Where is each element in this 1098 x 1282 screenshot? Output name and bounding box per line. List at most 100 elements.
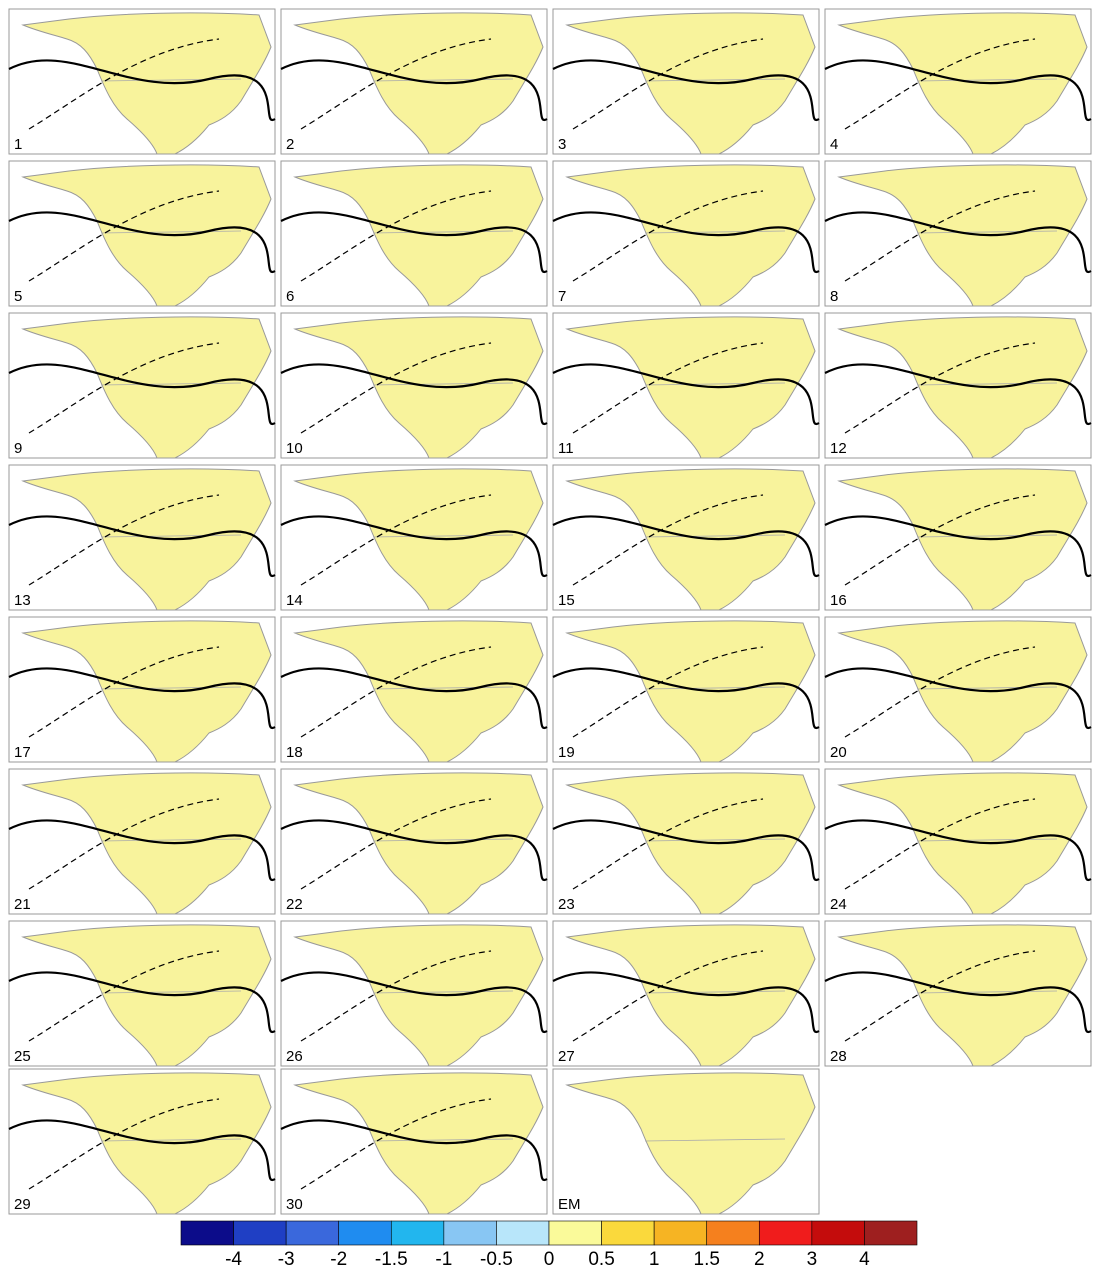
map-panel: 23 bbox=[552, 768, 820, 915]
contour-solid bbox=[824, 819, 1092, 882]
panel-label: 28 bbox=[830, 1048, 847, 1065]
colorbar-box bbox=[864, 1220, 918, 1246]
contour-dashed bbox=[572, 342, 764, 434]
panel-label: 29 bbox=[14, 1196, 31, 1213]
border-line bbox=[644, 990, 786, 994]
contour-dashed bbox=[28, 494, 220, 586]
map-panel: 19 bbox=[552, 616, 820, 763]
contour-dashed bbox=[844, 798, 1036, 890]
panel-label: 9 bbox=[14, 440, 22, 457]
map-panel: 17 bbox=[8, 616, 276, 763]
colorbar-box bbox=[233, 1220, 287, 1246]
border-line bbox=[372, 1138, 514, 1142]
map-panel: 21 bbox=[8, 768, 276, 915]
colorbar-tick-label: 3 bbox=[807, 1249, 818, 1270]
map-panel: 8 bbox=[824, 160, 1092, 307]
landmass bbox=[837, 12, 1088, 155]
border-line bbox=[100, 534, 242, 538]
contour-dashed bbox=[572, 38, 764, 130]
panel-label: 23 bbox=[558, 896, 575, 913]
colorbar-tick-label: -0.5 bbox=[480, 1249, 513, 1270]
contour-dashed bbox=[28, 190, 220, 282]
contour-solid bbox=[280, 667, 548, 730]
border-line bbox=[100, 230, 242, 234]
colorbar-box bbox=[443, 1220, 497, 1246]
contour-dashed bbox=[572, 950, 764, 1042]
contour-solid bbox=[552, 667, 820, 730]
border-line bbox=[644, 838, 786, 842]
contour-solid bbox=[280, 211, 548, 274]
colorbar-box bbox=[601, 1220, 655, 1246]
landmass bbox=[837, 468, 1088, 611]
contour-solid bbox=[8, 515, 276, 578]
contour-solid bbox=[8, 819, 276, 882]
map-panel: 6 bbox=[280, 160, 548, 307]
border-line bbox=[916, 78, 1058, 82]
border-line bbox=[644, 1138, 786, 1142]
panel-label: EM bbox=[558, 1196, 581, 1213]
panel-label: 14 bbox=[286, 592, 303, 609]
map-panel: 5 bbox=[8, 160, 276, 307]
contour-solid bbox=[280, 515, 548, 578]
contour-solid bbox=[280, 819, 548, 882]
panel-label: 20 bbox=[830, 744, 847, 761]
contour-solid bbox=[552, 363, 820, 426]
contour-dashed bbox=[572, 798, 764, 890]
landmass bbox=[293, 12, 544, 155]
map-panel: 18 bbox=[280, 616, 548, 763]
contour-solid bbox=[8, 667, 276, 730]
map-panel: 4 bbox=[824, 8, 1092, 155]
landmass bbox=[565, 924, 816, 1067]
landmass bbox=[21, 620, 272, 763]
contour-solid bbox=[552, 819, 820, 882]
contour-dashed bbox=[28, 1098, 220, 1190]
panel-label: 13 bbox=[14, 592, 31, 609]
landmass bbox=[293, 924, 544, 1067]
border-line bbox=[372, 838, 514, 842]
colorbar-tick-label: -1 bbox=[435, 1249, 452, 1270]
map-panel: 13 bbox=[8, 464, 276, 611]
landmass bbox=[565, 12, 816, 155]
contour-dashed bbox=[300, 798, 492, 890]
panel-label: 24 bbox=[830, 896, 847, 913]
contour-solid bbox=[8, 971, 276, 1034]
border-line bbox=[100, 78, 242, 82]
contour-dashed bbox=[572, 190, 764, 282]
landmass bbox=[21, 924, 272, 1067]
map-panel: 27 bbox=[552, 920, 820, 1067]
border-line bbox=[916, 534, 1058, 538]
panel-label: 6 bbox=[286, 288, 294, 305]
map-panel: 14 bbox=[280, 464, 548, 611]
landmass bbox=[293, 620, 544, 763]
panel-label: 22 bbox=[286, 896, 303, 913]
contour-dashed bbox=[844, 190, 1036, 282]
panel-label: 7 bbox=[558, 288, 566, 305]
contour-solid bbox=[552, 971, 820, 1034]
colorbar-box bbox=[390, 1220, 445, 1246]
map-panel: 22 bbox=[280, 768, 548, 915]
colorbar-tick-label: 1.5 bbox=[694, 1249, 720, 1270]
contour-dashed bbox=[28, 646, 220, 738]
panel-label: 3 bbox=[558, 136, 566, 153]
map-panel: 26 bbox=[280, 920, 548, 1067]
panel-label: 8 bbox=[830, 288, 838, 305]
border-line bbox=[644, 686, 786, 690]
map-panel: 9 bbox=[8, 312, 276, 459]
map-panel: 11 bbox=[552, 312, 820, 459]
colorbar-box bbox=[706, 1220, 760, 1246]
contour-dashed bbox=[844, 950, 1036, 1042]
contour-dashed bbox=[572, 494, 764, 586]
map-panel: 25 bbox=[8, 920, 276, 1067]
panel-label: 15 bbox=[558, 592, 575, 609]
contour-solid bbox=[280, 363, 548, 426]
landmass bbox=[837, 164, 1088, 307]
landmass bbox=[293, 468, 544, 611]
contour-solid bbox=[280, 59, 548, 122]
landmass bbox=[21, 772, 272, 915]
border-line bbox=[916, 990, 1058, 994]
border-line bbox=[644, 382, 786, 386]
contour-dashed bbox=[572, 646, 764, 738]
panel-label: 27 bbox=[558, 1048, 575, 1065]
colorbar-tick-label: -4 bbox=[225, 1249, 242, 1270]
contour-dashed bbox=[300, 1098, 492, 1190]
